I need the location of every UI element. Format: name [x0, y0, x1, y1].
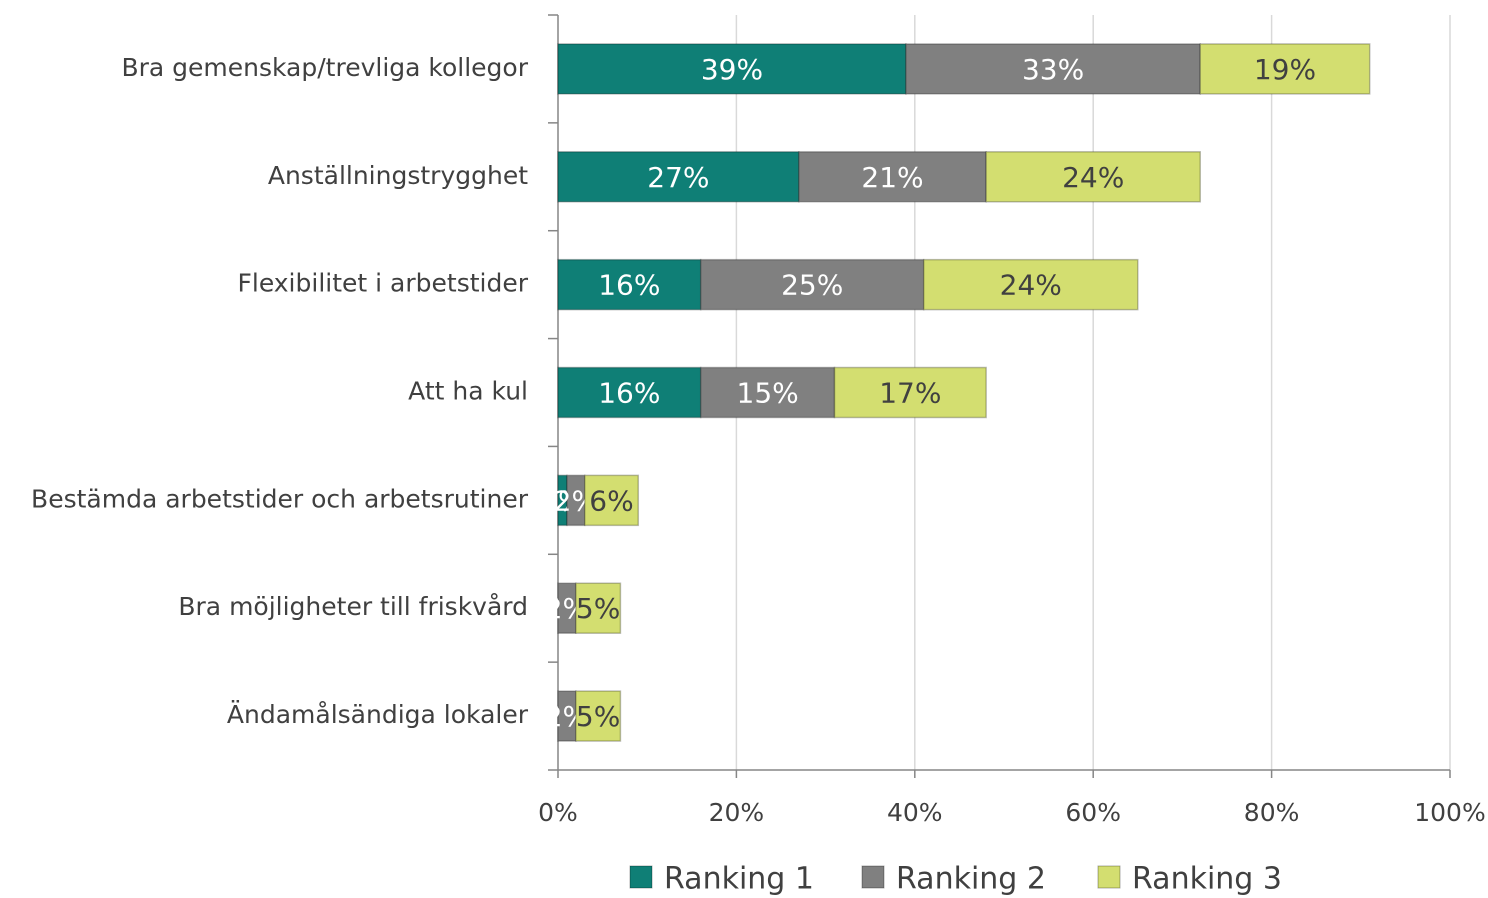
bar-segment [922, 258, 1139, 311]
legend-label: Ranking 1 [664, 862, 814, 897]
bar-segment [699, 366, 836, 419]
x-tick-label: 100% [1414, 798, 1485, 827]
data-label: 33% [1022, 53, 1084, 86]
x-tick-label: 0% [538, 798, 578, 827]
data-label: 21% [861, 161, 923, 194]
y-tick-label: Bra möjligheter till friskvård [178, 592, 528, 621]
y-tick-label: Att ha kul [408, 377, 528, 406]
x-tick-label: 40% [887, 798, 943, 827]
data-label: 16% [598, 377, 660, 410]
bar-segment [798, 151, 987, 203]
data-label: 39% [701, 53, 763, 86]
bar-segment [699, 258, 925, 311]
y-tick-label: Ändamålsändiga lokaler [227, 700, 529, 729]
x-tick-label: 80% [1244, 798, 1300, 827]
bar-segment [575, 690, 622, 742]
data-label: 16% [598, 269, 660, 302]
data-label: 5% [576, 700, 620, 733]
y-tick-label: Bra gemenskap/trevliga kollegor [121, 53, 528, 82]
bar-segment [584, 474, 640, 527]
x-tick-label: 20% [709, 798, 765, 827]
bar-segment [557, 151, 800, 203]
data-label: 24% [1062, 161, 1124, 194]
bar-segment [557, 366, 702, 419]
y-tick-label: Bestämda arbetstider och arbetsrutiner [31, 484, 529, 513]
data-label: 19% [1254, 53, 1316, 86]
legend-label: Ranking 3 [1132, 862, 1282, 897]
legend-swatch [1097, 865, 1121, 889]
bar-segment [575, 582, 622, 634]
data-label: 24% [1000, 269, 1062, 302]
x-tick-label: 60% [1065, 798, 1121, 827]
bar-segment [985, 151, 1201, 203]
data-label: 27% [647, 161, 709, 194]
bar-segment [1199, 43, 1371, 95]
y-tick-label: Anställningstrygghet [268, 161, 528, 190]
legend-label: Ranking 2 [896, 862, 1046, 897]
legend-swatch [861, 865, 885, 889]
legend-swatch [629, 865, 653, 889]
bar-segment [833, 366, 987, 419]
data-label: 5% [576, 592, 620, 625]
data-label: 25% [781, 269, 843, 302]
data-label: 17% [879, 377, 941, 410]
data-label: 6% [589, 484, 633, 517]
data-label: 15% [737, 377, 799, 410]
y-tick-label: Flexibilitet i arbetstider [238, 269, 529, 298]
